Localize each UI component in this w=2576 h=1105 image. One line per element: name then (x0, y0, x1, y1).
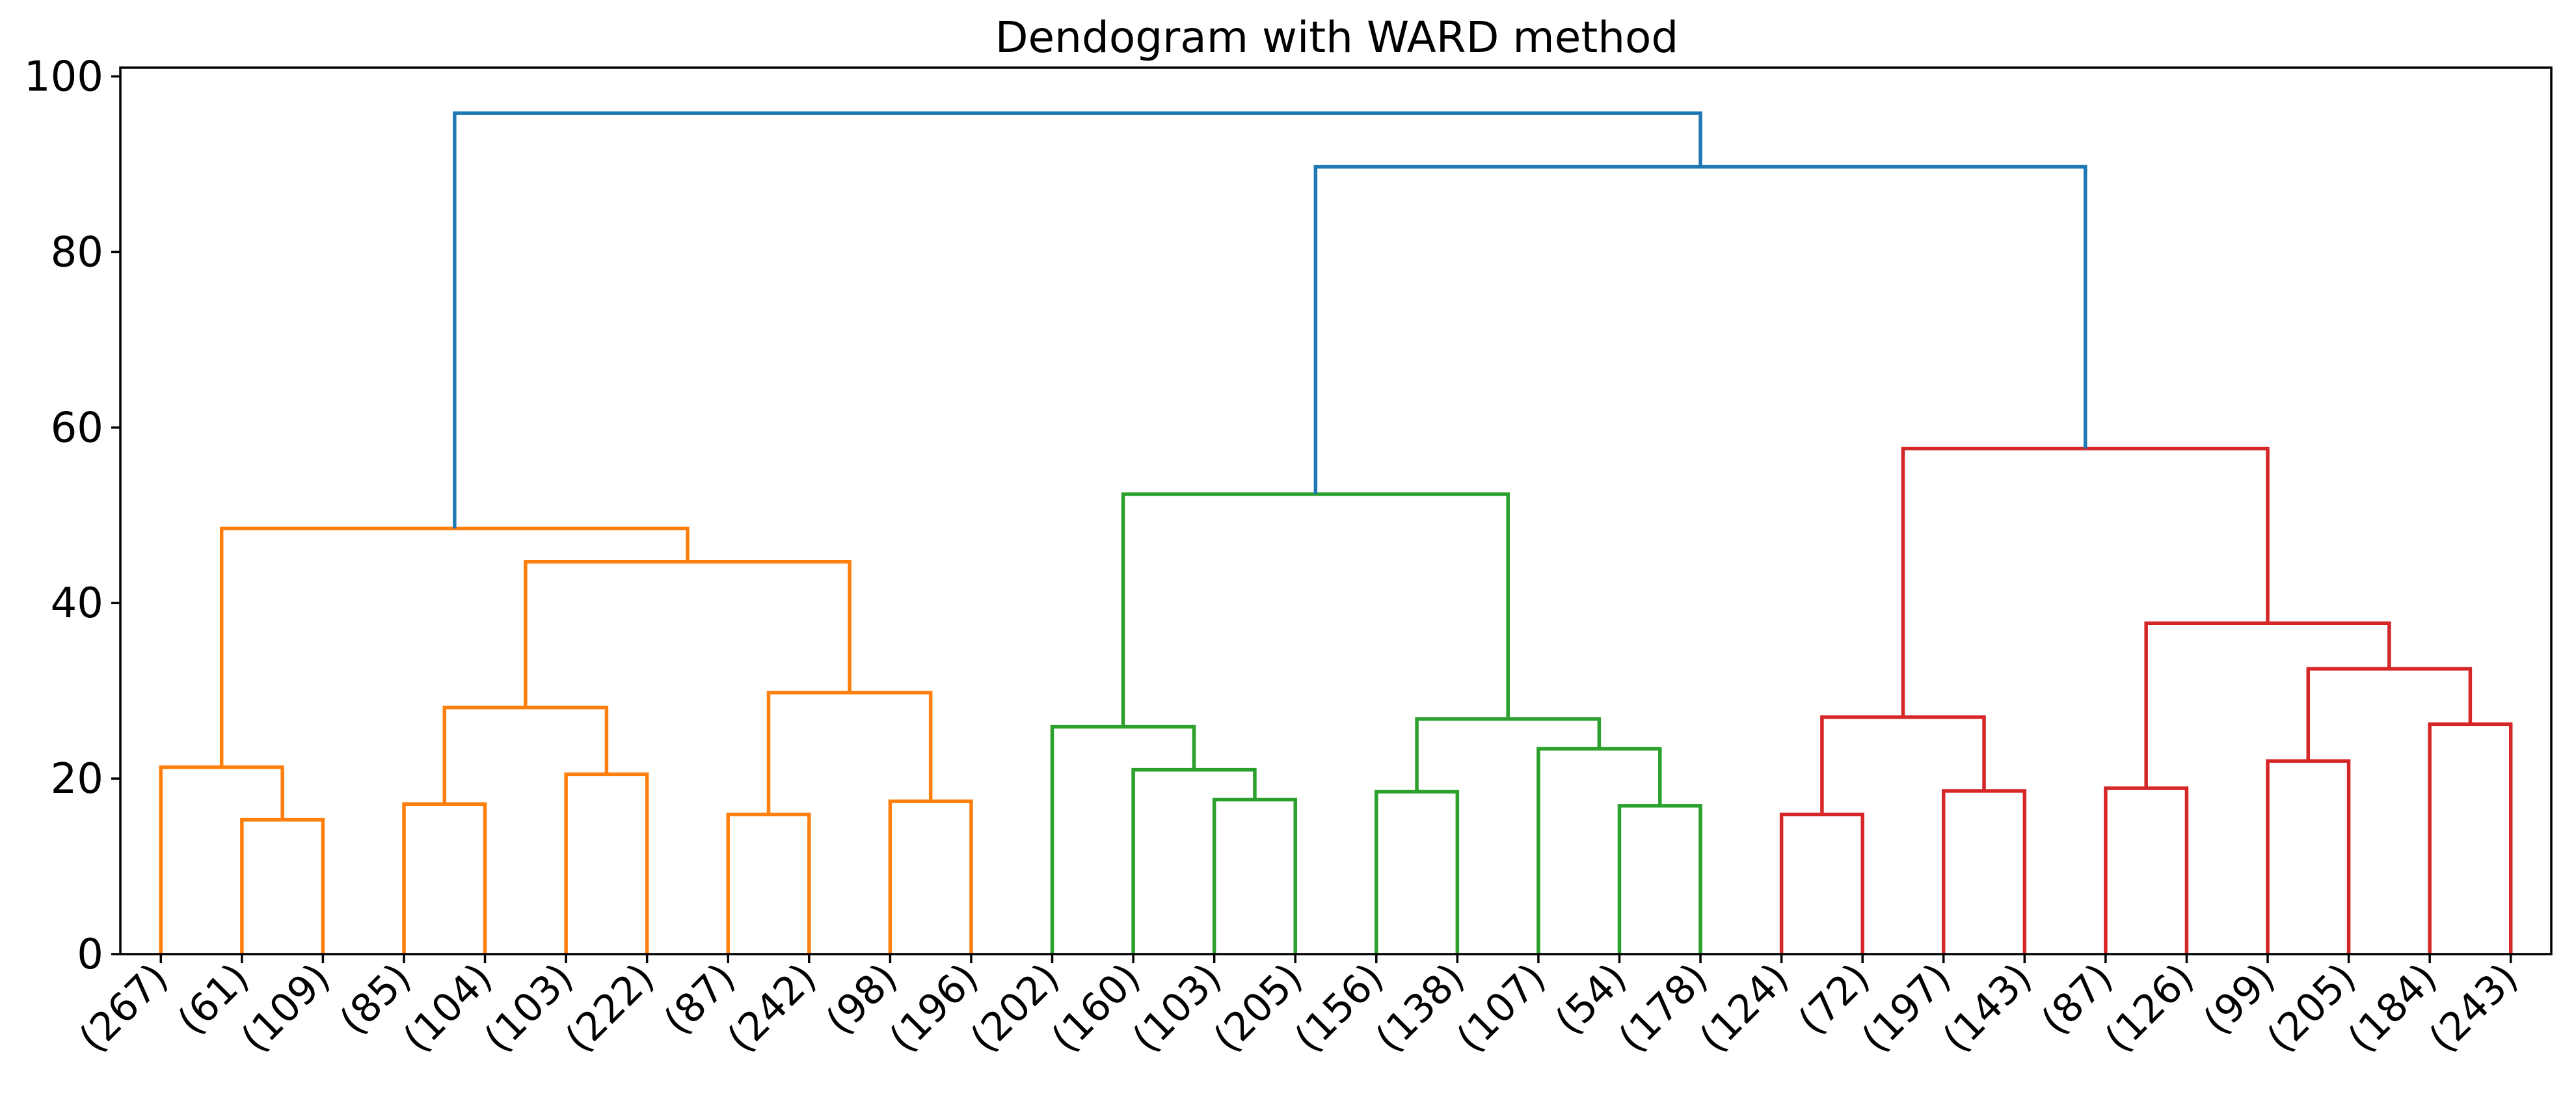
dendrogram-link-22 (2266, 759, 2351, 954)
leaf-label: (109) (232, 955, 339, 1061)
leaf-label: (184) (2339, 955, 2446, 1061)
dendrogram-link-26 (1901, 446, 2270, 717)
leaf-label: (143) (1934, 955, 2041, 1061)
y-tick-label: 20 (51, 755, 103, 803)
leaf-label: (107) (1448, 955, 1555, 1061)
y-tick-label: 100 (24, 53, 103, 101)
dendrogram-link-10 (1212, 797, 1297, 954)
y-tick-label: 40 (51, 579, 103, 628)
dendrogram-link-20 (1820, 715, 1986, 815)
dendrogram-link-7 (766, 691, 933, 815)
leaf-label: (205) (2259, 955, 2365, 1061)
x-axis-leaf-labels: (267)(61)(109)(85)(104)(103)(222)(87)(24… (70, 954, 2527, 1061)
leaf-label: (138) (1367, 955, 1473, 1061)
leaf-label: (103) (1124, 955, 1231, 1061)
leaf-label: (205) (1205, 955, 1311, 1061)
dendrogram-link-18 (1779, 812, 1864, 954)
dendrogram-link-27 (1313, 165, 2087, 494)
leaf-label: (104) (395, 955, 502, 1061)
dendrogram-link-21 (2104, 786, 2189, 954)
dendrogram-link-17 (1121, 492, 1510, 727)
dendrogram-link-9 (219, 526, 690, 767)
dendrogram-link-14 (1617, 804, 1702, 954)
dendrogram-link-28 (453, 111, 1702, 529)
dendrogram-link-0 (240, 818, 325, 954)
dendrogram-link-5 (726, 812, 811, 954)
leaf-label: (243) (2421, 955, 2527, 1061)
dendrogram-link-25 (2144, 621, 2391, 788)
chart-title: Dendogram with WARD method (995, 12, 1679, 62)
y-tick-label: 0 (77, 931, 103, 979)
dendrogram-link-8 (524, 560, 852, 708)
dendrogram-link-16 (1415, 717, 1602, 792)
leaf-label: (124) (1691, 955, 1798, 1061)
leaf-label: (202) (962, 955, 1069, 1061)
leaf-label: (178) (1610, 955, 1717, 1061)
dendrogram-link-19 (1942, 789, 2027, 954)
dendrogram-link-11 (1131, 767, 1257, 954)
dendrogram-link-23 (2428, 722, 2513, 954)
dendrogram-link-1 (159, 765, 284, 954)
dendrogram-link-15 (1536, 747, 1662, 954)
dendrogram-link-6 (888, 799, 973, 954)
leaf-label: (103) (476, 955, 582, 1061)
dendrogram-link-13 (1375, 790, 1460, 954)
dendrogram-link-2 (402, 802, 487, 954)
y-axis-ticks: 0 20 40 60 80 100 (24, 53, 120, 979)
plot-frame (119, 66, 2553, 955)
leaf-label: (197) (1853, 955, 1960, 1061)
leaf-label: (196) (881, 955, 987, 1061)
y-tick-label: 60 (51, 404, 103, 452)
dendrogram-link-4 (442, 706, 609, 805)
y-tick-label: 80 (51, 228, 103, 276)
dendrogram-links (159, 111, 2513, 954)
leaf-label: (160) (1043, 955, 1149, 1061)
leaf-label: (222) (557, 955, 664, 1061)
leaf-label: (126) (2096, 955, 2203, 1061)
dendrogram-link-12 (1050, 725, 1196, 954)
axes (119, 66, 2553, 955)
leaf-label: (242) (719, 955, 825, 1061)
leaf-label: (156) (1286, 955, 1393, 1061)
dendrogram-link-24 (2306, 667, 2473, 762)
dendrogram-link-3 (564, 772, 649, 954)
